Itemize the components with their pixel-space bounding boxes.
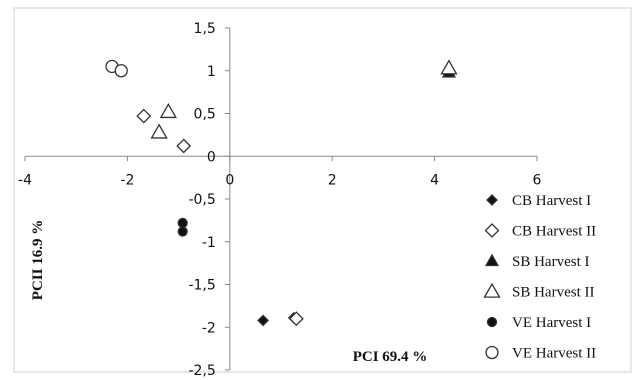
y-tick-label: -2,5: [188, 363, 215, 379]
x-axis-label: PCI 69.4 %: [353, 349, 428, 365]
x-tick-label: -2: [120, 172, 134, 188]
legend-marker: [486, 316, 498, 328]
data-point: [440, 59, 458, 75]
data-point: [136, 108, 152, 124]
data-points: [105, 59, 458, 327]
legend-label: VE Harvest II: [512, 346, 596, 362]
data-point: [177, 217, 188, 229]
y-tick-label: -2: [202, 320, 216, 336]
plot-frame: [13, 7, 632, 373]
y-tick-label: -0,5: [188, 192, 215, 208]
legend-label: SB Harvest II: [512, 285, 595, 301]
x-tick-label: 6: [533, 172, 542, 188]
data-point: [177, 226, 188, 237]
y-tick-label: -1,5: [188, 278, 215, 294]
legend-marker: [485, 345, 499, 360]
legend-marker: [483, 282, 501, 298]
data-point: [150, 123, 168, 139]
legend-marker: [486, 194, 498, 206]
y-tick-label: 0,5: [194, 107, 216, 123]
y-tick-label: -1: [202, 235, 216, 251]
x-tick-label: 0: [225, 172, 234, 188]
data-point: [159, 102, 177, 119]
y-axis-label: PCII 16.9 %: [30, 220, 46, 300]
x-tick-label: 4: [430, 172, 439, 188]
data-point: [288, 311, 304, 327]
legend: CB Harvest I CB Harvest II SB Harvest I SB …: [483, 193, 596, 362]
y-tick-label: 1,5: [194, 21, 216, 37]
x-tick-label: 2: [328, 172, 337, 188]
axes: -4 -2 0 2 4 6 1,5 1 0,5 0 -0,5 -1 -1,5 -2 -2,5: [18, 21, 542, 379]
y-tick-label: 1: [207, 64, 216, 80]
legend-label: CB Harvest I: [512, 193, 591, 209]
data-point: [114, 64, 128, 78]
x-tick-label: -4: [18, 172, 32, 188]
data-point: [176, 138, 192, 154]
data-point: [257, 314, 269, 327]
legend-label: CB Harvest II: [512, 224, 596, 240]
y-tick-label: 0: [207, 149, 216, 165]
legend-marker: [484, 253, 500, 267]
legend-label: SB Harvest I: [512, 254, 590, 270]
legend-label: VE Harvest I: [512, 315, 591, 331]
legend-marker: [484, 223, 500, 238]
